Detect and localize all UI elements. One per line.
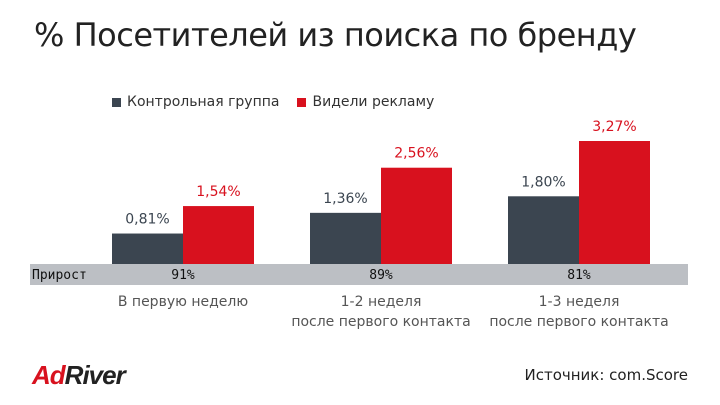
data-label-ads-2: 2,56% <box>394 146 438 162</box>
growth-label: Прирост <box>32 268 87 283</box>
legend-item-ads: Видели рекламу <box>297 94 434 110</box>
data-label-control-1: 0,81% <box>125 212 169 228</box>
data-label-ads-1: 1,54% <box>196 184 240 200</box>
logo-ad-text: Ad <box>32 360 66 390</box>
data-label-control-3: 1,80% <box>521 174 565 190</box>
page-title: % Посетителей из поиска по бренду <box>34 16 637 54</box>
bar-ads-2 <box>381 167 452 264</box>
legend-label-control: Контрольная группа <box>127 94 280 110</box>
x-tick-label-3-line-2: после первого контакта <box>489 314 668 330</box>
growth-band <box>30 264 688 285</box>
legend-swatch-control <box>112 97 121 107</box>
x-tick-label-3-line-1: 1-3 неделя <box>539 294 620 310</box>
legend-item-control: Контрольная группа <box>112 94 279 110</box>
bar-chart: 0,81% 1,54% 1,36% 2,56% 1,80% 3,27% Прирост 91%… <box>30 119 688 330</box>
bar-control-3 <box>508 196 579 264</box>
bar-control-1 <box>112 233 183 264</box>
growth-value-3: 81% <box>567 268 591 283</box>
legend-swatch-ads <box>297 97 307 107</box>
source-note: Источник: com.Score <box>524 366 689 384</box>
x-tick-label-1: В первую неделю <box>118 294 248 310</box>
bar-ads-1 <box>183 206 254 264</box>
x-tick-label-2-line-2: после первого контакта <box>291 314 470 330</box>
legend-label-ads: Видели рекламу <box>312 94 435 110</box>
chart-legend: Контрольная группа Видели рекламу <box>112 94 452 110</box>
bar-control-2 <box>310 212 381 264</box>
data-label-control-2: 1,36% <box>323 191 367 207</box>
logo-river-text: River <box>64 360 126 390</box>
growth-value-1: 91% <box>171 268 195 283</box>
growth-value-2: 89% <box>369 268 393 283</box>
bar-ads-3 <box>579 141 650 264</box>
data-label-ads-3: 3,27% <box>592 119 636 135</box>
x-tick-label-2-line-1: 1-2 неделя <box>341 294 422 310</box>
adriver-logo: AdRiver <box>32 360 126 391</box>
